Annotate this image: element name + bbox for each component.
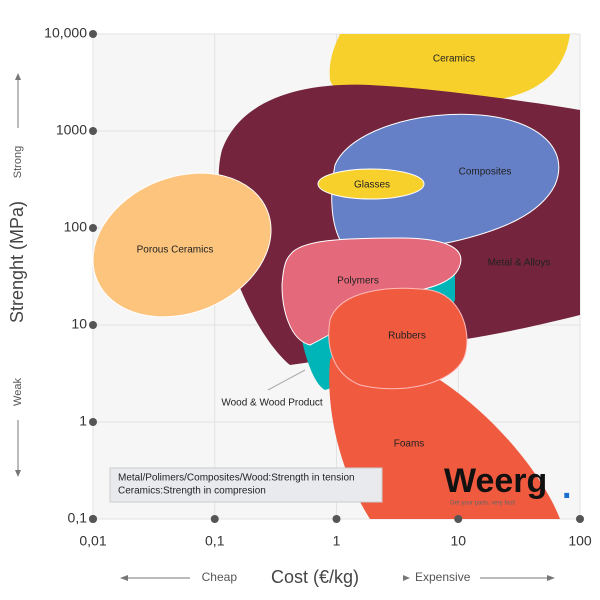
region bbox=[317, 168, 425, 200]
y-tick-label: 0,1 bbox=[68, 510, 88, 526]
y-tick-label: 1000 bbox=[56, 122, 87, 138]
note-line: Metal/Polimers/Composites/Wood:Strength … bbox=[118, 473, 355, 484]
x-tick bbox=[576, 515, 584, 523]
note-line: Ceramics:Strength in compresion bbox=[118, 486, 266, 497]
y-tick bbox=[89, 224, 97, 232]
logo: Weerg bbox=[444, 462, 547, 500]
x-axis-label: Cost (€/kg) bbox=[271, 567, 359, 587]
y-tick bbox=[89, 515, 97, 523]
region-label: Composites bbox=[459, 167, 512, 178]
x-tick-label: 100 bbox=[568, 533, 592, 549]
region-label: Porous Ceramics bbox=[137, 245, 214, 256]
region bbox=[329, 34, 570, 103]
arrow-head bbox=[15, 73, 21, 80]
note-box bbox=[109, 467, 383, 503]
y-tick bbox=[89, 30, 97, 38]
x-tick-label: 1 bbox=[333, 533, 341, 549]
region-label: Polymers bbox=[337, 276, 379, 287]
y-tick-label: 100 bbox=[64, 219, 88, 235]
region bbox=[329, 346, 560, 519]
x-tick bbox=[332, 515, 341, 523]
y-tick-label: 1 bbox=[79, 413, 87, 429]
x-tick-label: 0,01 bbox=[79, 533, 106, 549]
x-tick bbox=[210, 515, 219, 523]
region-label: Wood & Wood Product bbox=[221, 398, 323, 409]
y-low-label: Weak bbox=[12, 378, 24, 406]
x-low-label: Cheap bbox=[202, 570, 238, 584]
region-label: Rubbers bbox=[388, 331, 426, 342]
leader-line bbox=[267, 369, 306, 391]
region bbox=[92, 172, 272, 318]
y-high-label: Strong bbox=[12, 146, 24, 178]
logo-dot: . bbox=[562, 468, 571, 506]
region-label: Ceramics bbox=[433, 54, 475, 65]
y-tick bbox=[89, 418, 97, 426]
region-label: Metal & Alloys bbox=[488, 258, 551, 269]
logo-tagline: Get your parts, very fast! bbox=[450, 501, 516, 507]
region-label: Glasses bbox=[354, 180, 390, 191]
y-tick bbox=[89, 127, 97, 135]
x-tick-label: 10 bbox=[450, 533, 466, 549]
x-high-label: Expensive bbox=[415, 570, 471, 584]
region-label: Foams bbox=[394, 439, 425, 450]
arrow-head bbox=[120, 575, 128, 581]
y-axis-label: Strenght (MPa) bbox=[7, 201, 27, 323]
regions bbox=[92, 34, 581, 519]
x-tick bbox=[454, 515, 463, 523]
arrow-head bbox=[15, 470, 21, 477]
arrow-head bbox=[403, 575, 410, 581]
region bbox=[328, 287, 468, 390]
y-tick-label: 10 bbox=[71, 316, 87, 332]
x-tick-label: 0,1 bbox=[205, 533, 225, 549]
arrow-head bbox=[547, 575, 555, 581]
y-tick-label: 10,000 bbox=[44, 25, 87, 41]
y-tick bbox=[89, 321, 97, 329]
